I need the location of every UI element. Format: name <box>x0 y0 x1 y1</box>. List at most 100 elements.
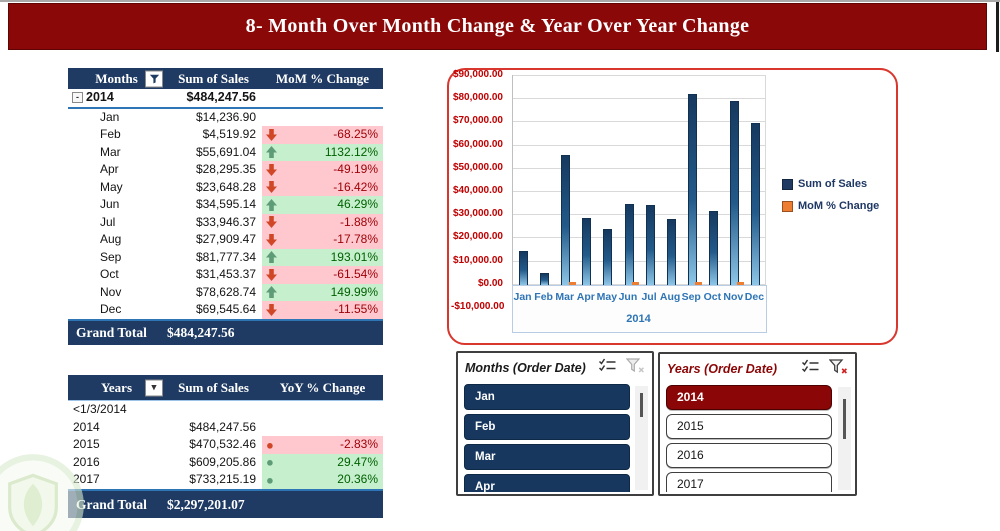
table-row: 2014 $484,247.56 <box>68 419 383 437</box>
slicer-item-2016[interactable]: 2016 <box>666 443 832 468</box>
scrollbar-thumb[interactable] <box>640 393 643 417</box>
month-label: Nov <box>100 284 122 299</box>
sales-value: $69,545.64 <box>195 302 256 316</box>
chart-gridline <box>512 260 765 262</box>
chart-bar[interactable] <box>603 228 613 286</box>
years-slicer-scrollbar[interactable] <box>838 387 851 490</box>
legend-item[interactable]: MoM % Change <box>782 200 879 212</box>
table-row: Feb $4,519.92 -68.25% <box>68 126 383 144</box>
slicer-item-feb[interactable]: Feb <box>464 414 630 440</box>
legend-label: Sum of Sales <box>798 178 868 190</box>
years-slicer-header: Years (Order Date) <box>660 354 855 383</box>
mom-marker[interactable] <box>632 281 639 285</box>
chart-gridline <box>512 121 765 123</box>
slicer-item-apr[interactable]: Apr <box>464 474 630 492</box>
sales-value: $609,205.86 <box>189 454 256 469</box>
table-row: Mar $55,691.04 1132.12% <box>68 143 383 161</box>
x-axis-label: Apr <box>576 290 595 303</box>
mom-percent: 193.01% <box>330 249 378 264</box>
chart-bar[interactable] <box>751 122 760 286</box>
mom-marker[interactable] <box>737 281 745 285</box>
mom-marker[interactable] <box>568 281 576 285</box>
sales-value: $28,295.35 <box>195 162 256 176</box>
x-axis-label: Jan <box>513 290 532 303</box>
y-axis-label: $30,000.00 <box>452 208 503 220</box>
chart-bar[interactable] <box>666 219 676 286</box>
chart-bar[interactable] <box>729 101 739 286</box>
up-arrow-icon <box>266 146 277 159</box>
down-arrow-icon <box>266 233 277 246</box>
chart-gridline <box>512 214 765 216</box>
title-banner: 8- Month Over Month Change & Year Over Y… <box>8 3 987 50</box>
sales-value: $27,909.47 <box>195 232 256 246</box>
mom-percent: -61.54% <box>333 267 378 281</box>
mom-change-cell: -17.78% <box>262 231 383 249</box>
chart-gridline <box>512 167 765 169</box>
y-axis-label: $40,000.00 <box>452 185 503 196</box>
year-label: <1/3/2014 <box>73 402 127 416</box>
yoy-table-rows: <1/3/2014 2014 $484,247.56 2015 $470,532.46 ●… <box>68 401 383 490</box>
legend-swatch <box>782 178 793 190</box>
x-axis-label: Aug <box>659 290 681 303</box>
chart-bar[interactable] <box>645 205 655 286</box>
collapse-button[interactable]: - <box>72 92 83 103</box>
x-axis-label: Sep <box>681 290 701 303</box>
sales-value: $23,648.28 <box>195 179 256 194</box>
y-axis-label: -$10,000.00 <box>451 301 505 312</box>
funnel-icon <box>149 74 159 83</box>
slicer-item-2015[interactable]: 2015 <box>666 414 832 439</box>
multi-select-icon[interactable] <box>598 358 617 378</box>
chart-bar[interactable] <box>582 218 592 286</box>
clear-filter-icon[interactable] <box>625 357 645 378</box>
x-axis-label: Dec <box>744 290 765 303</box>
yoy-grand-total-row: Grand Total $2,297,201.07 <box>68 488 383 518</box>
yoy-percent: 29.47% <box>337 454 378 469</box>
yoy-col-sales: Sum of Sales <box>165 375 262 401</box>
x-axis-label: May <box>596 290 618 303</box>
months-slicer-scrollbar[interactable] <box>635 386 648 490</box>
month-label: Jun <box>100 197 120 211</box>
mom-change-cell: 46.29% <box>262 196 383 214</box>
subtotal-sales: $484,247.56 <box>165 89 262 109</box>
mom-percent: -16.42% <box>333 179 378 194</box>
slicer-item-2017[interactable]: 2017 <box>666 472 832 492</box>
mom-header-row: Months Sum of Sales MoM % Change <box>68 68 383 89</box>
slicer-item-jan[interactable]: Jan <box>464 384 630 410</box>
x-axis-label: Oct <box>703 290 722 303</box>
yoy-percent: 20.36% <box>337 472 378 486</box>
multi-select-icon[interactable] <box>801 359 820 379</box>
mom-percent: 46.29% <box>337 197 378 211</box>
mom-change-cell: 1132.12% <box>262 143 383 161</box>
month-label: Feb <box>100 127 121 141</box>
up-circle-icon: ● <box>266 454 274 470</box>
chart-bar[interactable] <box>624 203 634 286</box>
months-slicer-title: Months (Order Date) <box>465 360 586 375</box>
chart-legend: Sum of Sales MoM % Change <box>782 178 879 212</box>
months-slicer: Months (Order Date) Jan Feb Mar Apr <box>456 351 654 496</box>
watermark-logo <box>0 454 84 531</box>
years-dropdown-button[interactable]: ▼ <box>145 379 163 396</box>
months-filter-button[interactable] <box>145 70 163 87</box>
slicer-item-mar[interactable]: Mar <box>464 444 630 470</box>
year-subtotal-row: -2014 $484,247.56 <box>68 89 383 109</box>
chart-bar[interactable] <box>519 250 528 286</box>
mom-change-cell: -61.54% <box>262 266 383 284</box>
chart-bar[interactable] <box>708 210 718 286</box>
clear-filter-icon[interactable] <box>828 358 848 379</box>
month-label: May <box>100 179 123 194</box>
legend-swatch <box>782 200 793 212</box>
mom-marker[interactable] <box>695 281 703 285</box>
table-row: Apr $28,295.35 -49.19% <box>68 161 383 179</box>
chart-bar[interactable] <box>687 94 697 286</box>
legend-item[interactable]: Sum of Sales <box>782 178 879 190</box>
table-row: Jul $33,946.37 -1.88% <box>68 213 383 231</box>
down-arrow-icon <box>266 128 277 141</box>
legend-label: MoM % Change <box>798 200 880 212</box>
sales-value: $470,532.46 <box>189 437 256 451</box>
mom-change-cell: -49.19% <box>262 161 383 179</box>
month-label: Dec <box>100 302 122 316</box>
page-title: 8- Month Over Month Change & Year Over Y… <box>245 15 750 37</box>
chart-bar[interactable] <box>561 154 571 286</box>
slicer-item-2014[interactable]: 2014 <box>666 385 832 410</box>
scrollbar-thumb[interactable] <box>843 399 846 439</box>
